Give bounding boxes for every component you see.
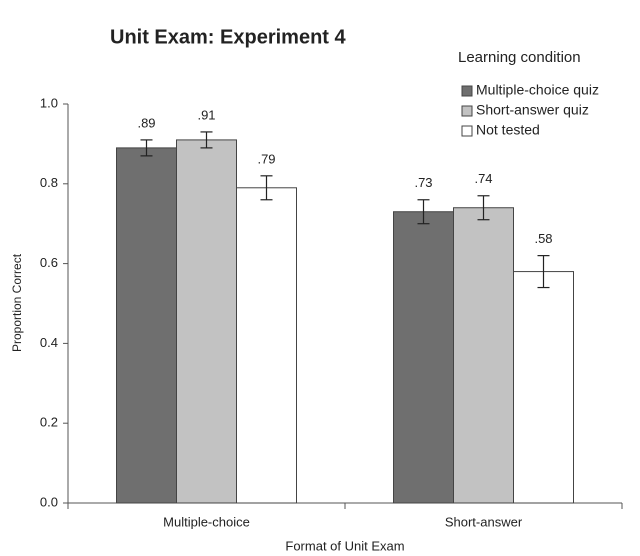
x-tick-label: Multiple-choice xyxy=(163,514,250,529)
bar xyxy=(513,271,574,504)
y-tick-label: 1.0 xyxy=(40,95,58,110)
legend-label: Not tested xyxy=(476,122,540,138)
data-label: .58 xyxy=(534,231,552,246)
legend-swatch xyxy=(461,125,473,137)
y-tick-label: 0.0 xyxy=(40,494,58,509)
bar xyxy=(176,139,237,504)
legend-title: Learning condition xyxy=(458,49,581,66)
data-label: .74 xyxy=(474,171,492,186)
data-label: .73 xyxy=(414,175,432,190)
legend-label: Short-answer quiz xyxy=(476,102,589,118)
y-tick-label: 0.2 xyxy=(40,415,58,430)
y-tick-label: 0.6 xyxy=(40,255,58,270)
data-label: .79 xyxy=(257,151,275,166)
bar xyxy=(236,187,297,504)
legend-label: Multiple-choice quiz xyxy=(476,82,599,98)
y-axis-label: Proportion Correct xyxy=(10,253,24,352)
y-tick-label: 0.8 xyxy=(40,175,58,190)
bar xyxy=(116,147,177,504)
bar xyxy=(453,207,514,504)
x-tick-label: Short-answer xyxy=(445,514,523,529)
legend-swatch xyxy=(461,85,473,97)
chart-title: Unit Exam: Experiment 4 xyxy=(110,26,347,48)
data-label: .91 xyxy=(197,107,215,122)
legend-swatch xyxy=(461,105,473,117)
y-tick-label: 0.4 xyxy=(40,335,58,350)
x-axis-label: Format of Unit Exam xyxy=(285,538,404,553)
bar xyxy=(393,211,454,504)
data-label: .89 xyxy=(137,115,155,130)
